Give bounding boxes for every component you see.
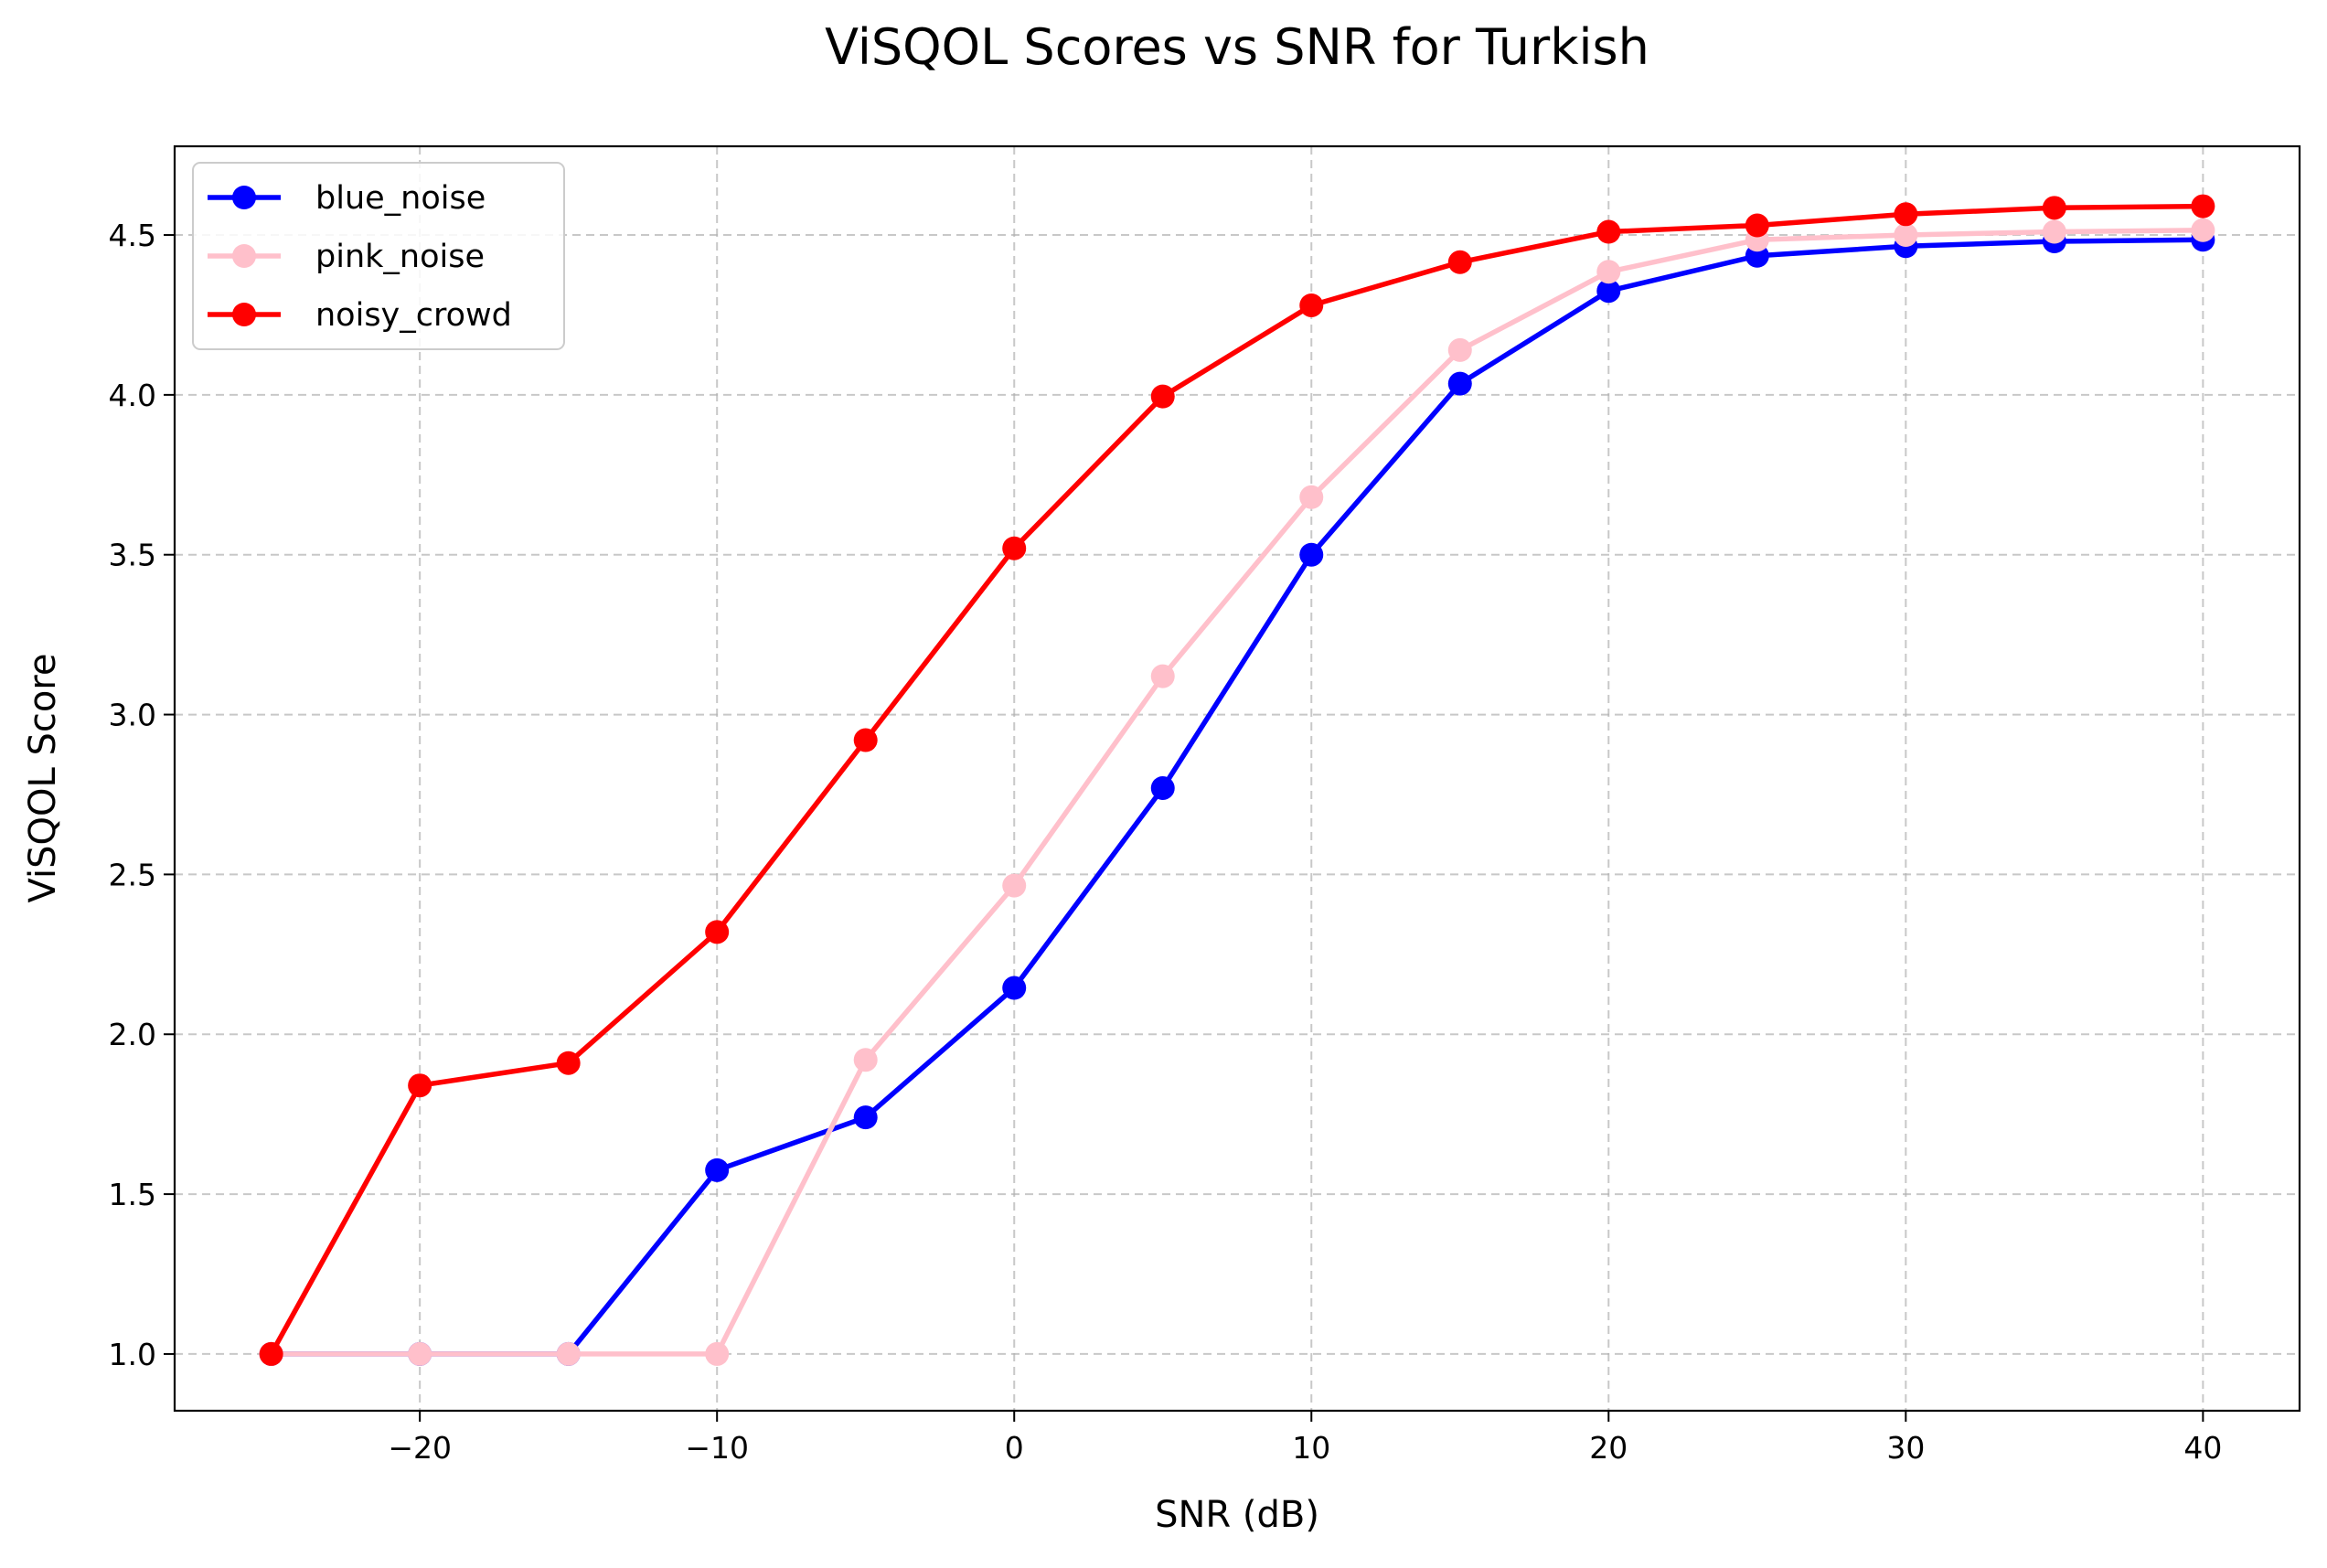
- data-point-blue_noise: [1150, 775, 1175, 800]
- plot-series: [259, 194, 2215, 1366]
- data-point-pink_noise: [1447, 337, 1472, 362]
- data-point-noisy_crowd: [1447, 250, 1472, 274]
- x-tick-label: −10: [685, 1430, 749, 1466]
- axis-ticks: −20 −10 0 10 20 30 40 1.0 1.5 2.0 2.5 3.0 3.5 4.0 4.5: [109, 218, 2223, 1466]
- data-point-noisy_crowd: [1894, 202, 1918, 227]
- data-point-noisy_crowd: [1745, 213, 1769, 238]
- legend-label-blue_noise: blue_noise: [315, 180, 486, 217]
- data-point-blue_noise: [1002, 976, 1027, 1000]
- x-tick-label: 20: [1589, 1430, 1628, 1466]
- series-line-pink_noise: [268, 228, 2206, 1357]
- data-point-noisy_crowd: [1299, 293, 1324, 317]
- legend-label-noisy_crowd: noisy_crowd: [315, 297, 512, 334]
- data-point-blue_noise: [1299, 542, 1324, 567]
- data-point-noisy_crowd: [2191, 194, 2215, 219]
- data-point-blue_noise: [1596, 279, 1621, 304]
- series-line-blue_noise: [268, 237, 2206, 1357]
- data-point-pink_noise: [1299, 485, 1324, 509]
- data-point-pink_noise: [853, 1048, 878, 1072]
- plot-frame: [173, 144, 2301, 1413]
- y-tick-label: 3.5: [109, 538, 156, 573]
- legend-marker-pink_noise: [232, 244, 256, 268]
- x-tick-label: 40: [2183, 1430, 2222, 1466]
- data-point-pink_noise: [705, 1341, 730, 1366]
- data-point-pink_noise: [2191, 218, 2215, 242]
- legend: blue_noise pink_noise noisy_crowd: [192, 162, 565, 350]
- x-tick-label: −20: [388, 1430, 452, 1466]
- x-axis-label: SNR (dB): [1155, 1494, 1319, 1536]
- y-tick-label: 4.5: [109, 218, 156, 253]
- data-point-noisy_crowd: [853, 728, 878, 752]
- legend-marker-noisy_crowd: [232, 303, 256, 326]
- series-line-noisy_crowd: [268, 203, 2206, 1357]
- legend-box: [192, 162, 565, 350]
- data-point-noisy_crowd: [259, 1341, 283, 1366]
- data-point-pink_noise: [2042, 219, 2066, 244]
- x-tick-label: 0: [1005, 1430, 1024, 1466]
- y-axis-label: ViSQOL Score: [22, 654, 64, 903]
- data-point-pink_noise: [408, 1341, 432, 1366]
- data-point-pink_noise: [1150, 664, 1175, 688]
- y-tick-label: 4.0: [109, 378, 156, 413]
- data-point-pink_noise: [556, 1341, 581, 1366]
- chart-title: ViSQOL Scores vs SNR for Turkish: [825, 18, 1649, 76]
- legend-marker-blue_noise: [232, 186, 256, 209]
- data-point-noisy_crowd: [1150, 384, 1175, 409]
- y-tick-label: 2.5: [109, 857, 156, 892]
- data-point-pink_noise: [1596, 260, 1621, 284]
- x-tick-label: 30: [1886, 1430, 1925, 1466]
- data-point-noisy_crowd: [1002, 536, 1027, 560]
- data-point-blue_noise: [853, 1105, 878, 1130]
- legend-label-pink_noise: pink_noise: [315, 239, 485, 275]
- data-point-noisy_crowd: [705, 920, 730, 944]
- y-tick-label: 1.5: [109, 1177, 156, 1212]
- x-tick-label: 10: [1292, 1430, 1330, 1466]
- data-point-blue_noise: [705, 1157, 730, 1182]
- data-point-noisy_crowd: [556, 1051, 581, 1075]
- data-point-noisy_crowd: [408, 1073, 432, 1098]
- data-point-pink_noise: [1002, 873, 1027, 898]
- data-point-noisy_crowd: [2042, 196, 2066, 220]
- data-point-blue_noise: [1447, 371, 1472, 396]
- data-point-noisy_crowd: [1596, 219, 1621, 244]
- y-tick-label: 2.0: [109, 1017, 156, 1052]
- y-tick-label: 3.0: [109, 698, 156, 733]
- y-tick-label: 1.0: [109, 1337, 156, 1372]
- data-point-pink_noise: [1894, 223, 1918, 248]
